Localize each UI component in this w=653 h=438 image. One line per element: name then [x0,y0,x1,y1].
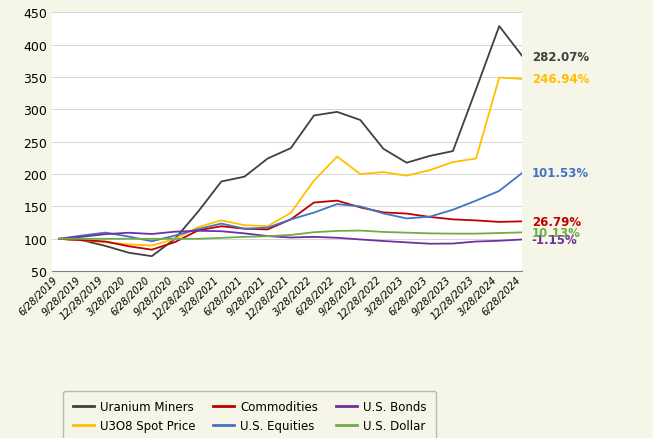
Text: 10.13%: 10.13% [532,226,581,239]
Text: 282.07%: 282.07% [532,50,589,64]
Text: 101.53%: 101.53% [532,167,589,180]
Text: -1.15%: -1.15% [532,233,577,247]
Text: 26.79%: 26.79% [532,215,581,228]
Legend: Uranium Miners, U3O8 Spot Price, Commodities, U.S. Equities, U.S. Bonds, U.S. Do: Uranium Miners, U3O8 Spot Price, Commodi… [63,391,436,438]
Text: 246.94%: 246.94% [532,73,589,86]
